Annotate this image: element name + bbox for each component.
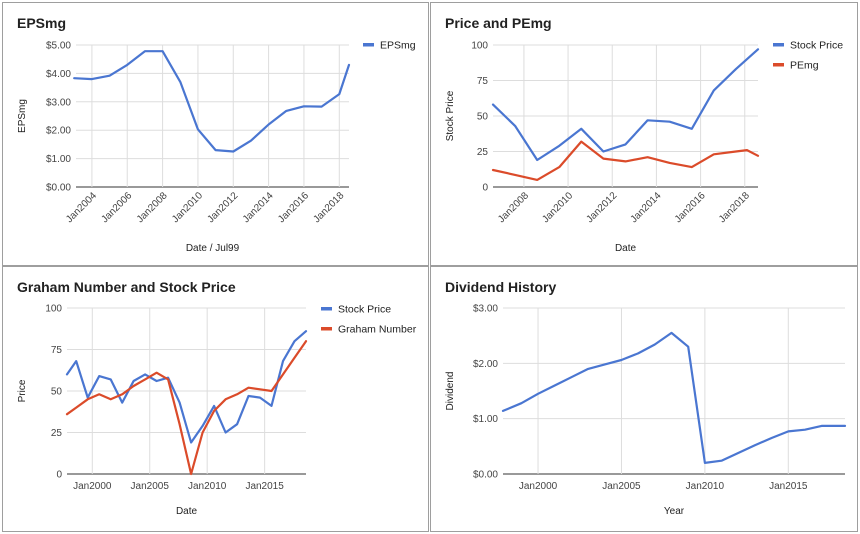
pemg-series-line	[491, 140, 760, 181]
x-tick-label: Jan2018	[717, 190, 752, 225]
epsmg-y-axis-label: EPSmg	[17, 99, 28, 133]
x-tick-label: Jan2005	[602, 481, 641, 492]
legend-label-pemg: PEmg	[790, 60, 819, 72]
graham-number-series-line	[65, 340, 308, 476]
x-tick-label: Jan2000	[519, 481, 558, 492]
price-and-pemg-chart-panel: Price and PEmg 0 25 50 75 100 Jan2008 Jan2010 Ja…	[430, 2, 858, 266]
x-tick-label: Jan2006	[99, 190, 134, 225]
y-tick-label: $1.00	[473, 414, 498, 425]
dividend-title: Dividend History	[445, 279, 556, 295]
stock-price-series-line	[65, 330, 308, 444]
y-tick-label: 100	[471, 41, 488, 52]
y-tick-label: 75	[477, 76, 489, 87]
dividend-x-axis-label: Year	[664, 506, 685, 517]
x-tick-label: Jan2010	[170, 190, 205, 225]
price-pemg-x-axis-label: Date	[615, 243, 637, 254]
price-pemg-title: Price and PEmg	[445, 15, 552, 31]
x-tick-label: Jan2014	[241, 190, 276, 225]
y-tick-label: 50	[51, 387, 63, 398]
x-tick-label: Jan2012	[584, 190, 619, 225]
y-tick-label: $2.00	[46, 126, 71, 137]
x-tick-label: Jan2005	[131, 481, 170, 492]
stock-price-series-line	[491, 48, 760, 162]
x-tick-label: Jan2008	[135, 190, 170, 225]
dividend-y-axis-label: Dividend	[445, 372, 456, 411]
dividend-series-line	[501, 331, 847, 464]
price-pemg-y-axis-label: Stock Price	[445, 90, 456, 141]
y-tick-label: $5.00	[46, 41, 71, 52]
x-tick-label: Jan2015	[769, 481, 808, 492]
y-tick-label: 0	[56, 470, 62, 481]
y-tick-label: 50	[477, 112, 489, 123]
y-tick-label: $3.00	[46, 97, 71, 108]
epsmg-x-axis-label: Date / Jul99	[186, 243, 240, 254]
x-tick-label: Jan2018	[311, 190, 346, 225]
price-pemg-svg: Price and PEmg 0 25 50 75 100 Jan2008 Jan2010 Ja…	[445, 15, 843, 254]
dividend-history-chart-panel: Dividend History $0.00 $1.00 $2.00 $3.00 Jan2…	[430, 266, 858, 532]
y-tick-label: 0	[482, 183, 488, 194]
x-tick-label: Jan2010	[188, 481, 227, 492]
legend-label-stock-price: Stock Price	[790, 40, 843, 52]
x-tick-label: Jan2014	[629, 190, 664, 225]
epsmg-chart-panel: EPSmg $0.00 $1.00 $2.00 $3.00 $4.00 $5.00 Jan20…	[2, 2, 429, 266]
legend-swatch-stock-price	[773, 43, 784, 47]
y-tick-label: 25	[477, 147, 489, 158]
y-tick-label: 25	[51, 428, 63, 439]
y-tick-label: 75	[51, 345, 63, 356]
epsmg-title: EPSmg	[17, 15, 66, 31]
x-tick-label: Jan2016	[673, 190, 708, 225]
graham-title: Graham Number and Stock Price	[17, 279, 236, 295]
graham-number-chart-panel: Graham Number and Stock Price 0 25 50 75 100 J…	[2, 266, 429, 532]
dividend-svg: Dividend History $0.00 $1.00 $2.00 $3.00 Jan2…	[445, 279, 847, 517]
legend-swatch-stock-price	[321, 307, 332, 311]
x-tick-label: Jan2016	[276, 190, 311, 225]
legend-swatch-pemg	[773, 63, 784, 67]
y-tick-label: $4.00	[46, 69, 71, 80]
y-tick-label: 100	[45, 304, 62, 315]
legend-swatch-graham-number	[321, 327, 332, 331]
graham-x-axis-label: Date	[176, 506, 198, 517]
epsmg-series-line	[73, 50, 351, 153]
y-tick-label: $0.00	[473, 470, 498, 481]
graham-y-axis-label: Price	[17, 379, 28, 402]
y-tick-label: $1.00	[46, 154, 71, 165]
graham-svg: Graham Number and Stock Price 0 25 50 75 100 J…	[17, 279, 417, 517]
x-tick-label: Jan2012	[205, 190, 240, 225]
x-tick-label: Jan2008	[496, 190, 531, 225]
y-tick-label: $2.00	[473, 359, 498, 370]
epsmg-svg: EPSmg $0.00 $1.00 $2.00 $3.00 $4.00 $5.00 Jan20…	[17, 15, 416, 254]
x-tick-label: Jan2000	[73, 481, 112, 492]
legend-swatch-epsmg	[363, 43, 374, 47]
legend-label-epsmg: EPSmg	[380, 40, 416, 52]
x-tick-label: Jan2010	[686, 481, 725, 492]
x-tick-label: Jan2010	[540, 190, 575, 225]
y-tick-label: $3.00	[473, 304, 498, 315]
x-tick-label: Jan2004	[64, 190, 99, 225]
y-tick-label: $0.00	[46, 183, 71, 194]
x-tick-label: Jan2015	[245, 481, 284, 492]
legend-label-graham-number: Graham Number	[338, 324, 417, 336]
legend-label-stock-price: Stock Price	[338, 304, 391, 316]
